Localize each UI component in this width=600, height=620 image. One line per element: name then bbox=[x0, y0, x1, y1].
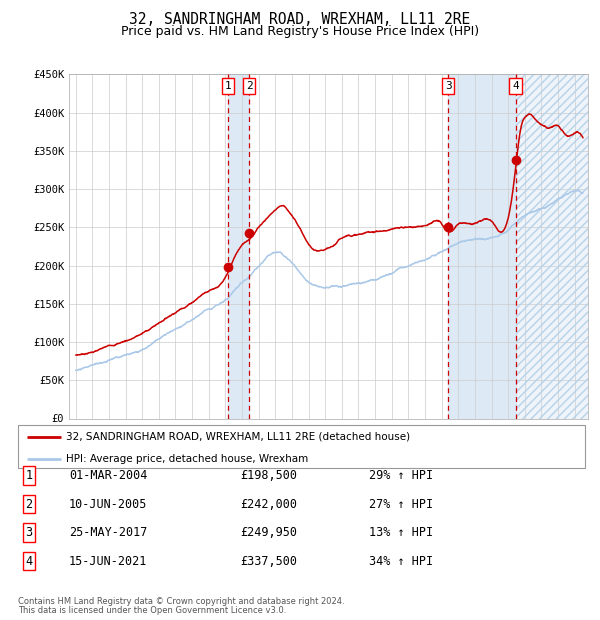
Text: 1: 1 bbox=[25, 469, 32, 482]
Text: 27% ↑ HPI: 27% ↑ HPI bbox=[369, 498, 433, 510]
Text: £337,500: £337,500 bbox=[240, 555, 297, 567]
Text: 32, SANDRINGHAM ROAD, WREXHAM, LL11 2RE: 32, SANDRINGHAM ROAD, WREXHAM, LL11 2RE bbox=[130, 12, 470, 27]
Text: 29% ↑ HPI: 29% ↑ HPI bbox=[369, 469, 433, 482]
Text: 32, SANDRINGHAM ROAD, WREXHAM, LL11 2RE (detached house): 32, SANDRINGHAM ROAD, WREXHAM, LL11 2RE … bbox=[66, 432, 410, 442]
Text: 2: 2 bbox=[25, 498, 32, 510]
Text: £249,950: £249,950 bbox=[240, 526, 297, 539]
Text: 4: 4 bbox=[512, 81, 519, 91]
Text: 4: 4 bbox=[25, 555, 32, 567]
Text: This data is licensed under the Open Government Licence v3.0.: This data is licensed under the Open Gov… bbox=[18, 606, 286, 615]
Text: 25-MAY-2017: 25-MAY-2017 bbox=[69, 526, 148, 539]
Text: £242,000: £242,000 bbox=[240, 498, 297, 510]
Text: 10-JUN-2005: 10-JUN-2005 bbox=[69, 498, 148, 510]
Text: HPI: Average price, detached house, Wrexham: HPI: Average price, detached house, Wrex… bbox=[66, 454, 308, 464]
Text: £198,500: £198,500 bbox=[240, 469, 297, 482]
Text: Price paid vs. HM Land Registry's House Price Index (HPI): Price paid vs. HM Land Registry's House … bbox=[121, 25, 479, 38]
FancyBboxPatch shape bbox=[18, 425, 585, 468]
Bar bbox=[448, 74, 515, 418]
Text: 01-MAR-2004: 01-MAR-2004 bbox=[69, 469, 148, 482]
Text: 3: 3 bbox=[25, 526, 32, 539]
Bar bbox=[515, 74, 588, 418]
Text: Contains HM Land Registry data © Crown copyright and database right 2024.: Contains HM Land Registry data © Crown c… bbox=[18, 596, 344, 606]
Text: 13% ↑ HPI: 13% ↑ HPI bbox=[369, 526, 433, 539]
Text: 1: 1 bbox=[225, 81, 232, 91]
Bar bbox=[515, 74, 588, 418]
Text: 3: 3 bbox=[445, 81, 452, 91]
Bar bbox=[228, 74, 250, 418]
Text: 2: 2 bbox=[246, 81, 253, 91]
Text: 34% ↑ HPI: 34% ↑ HPI bbox=[369, 555, 433, 567]
Text: 15-JUN-2021: 15-JUN-2021 bbox=[69, 555, 148, 567]
